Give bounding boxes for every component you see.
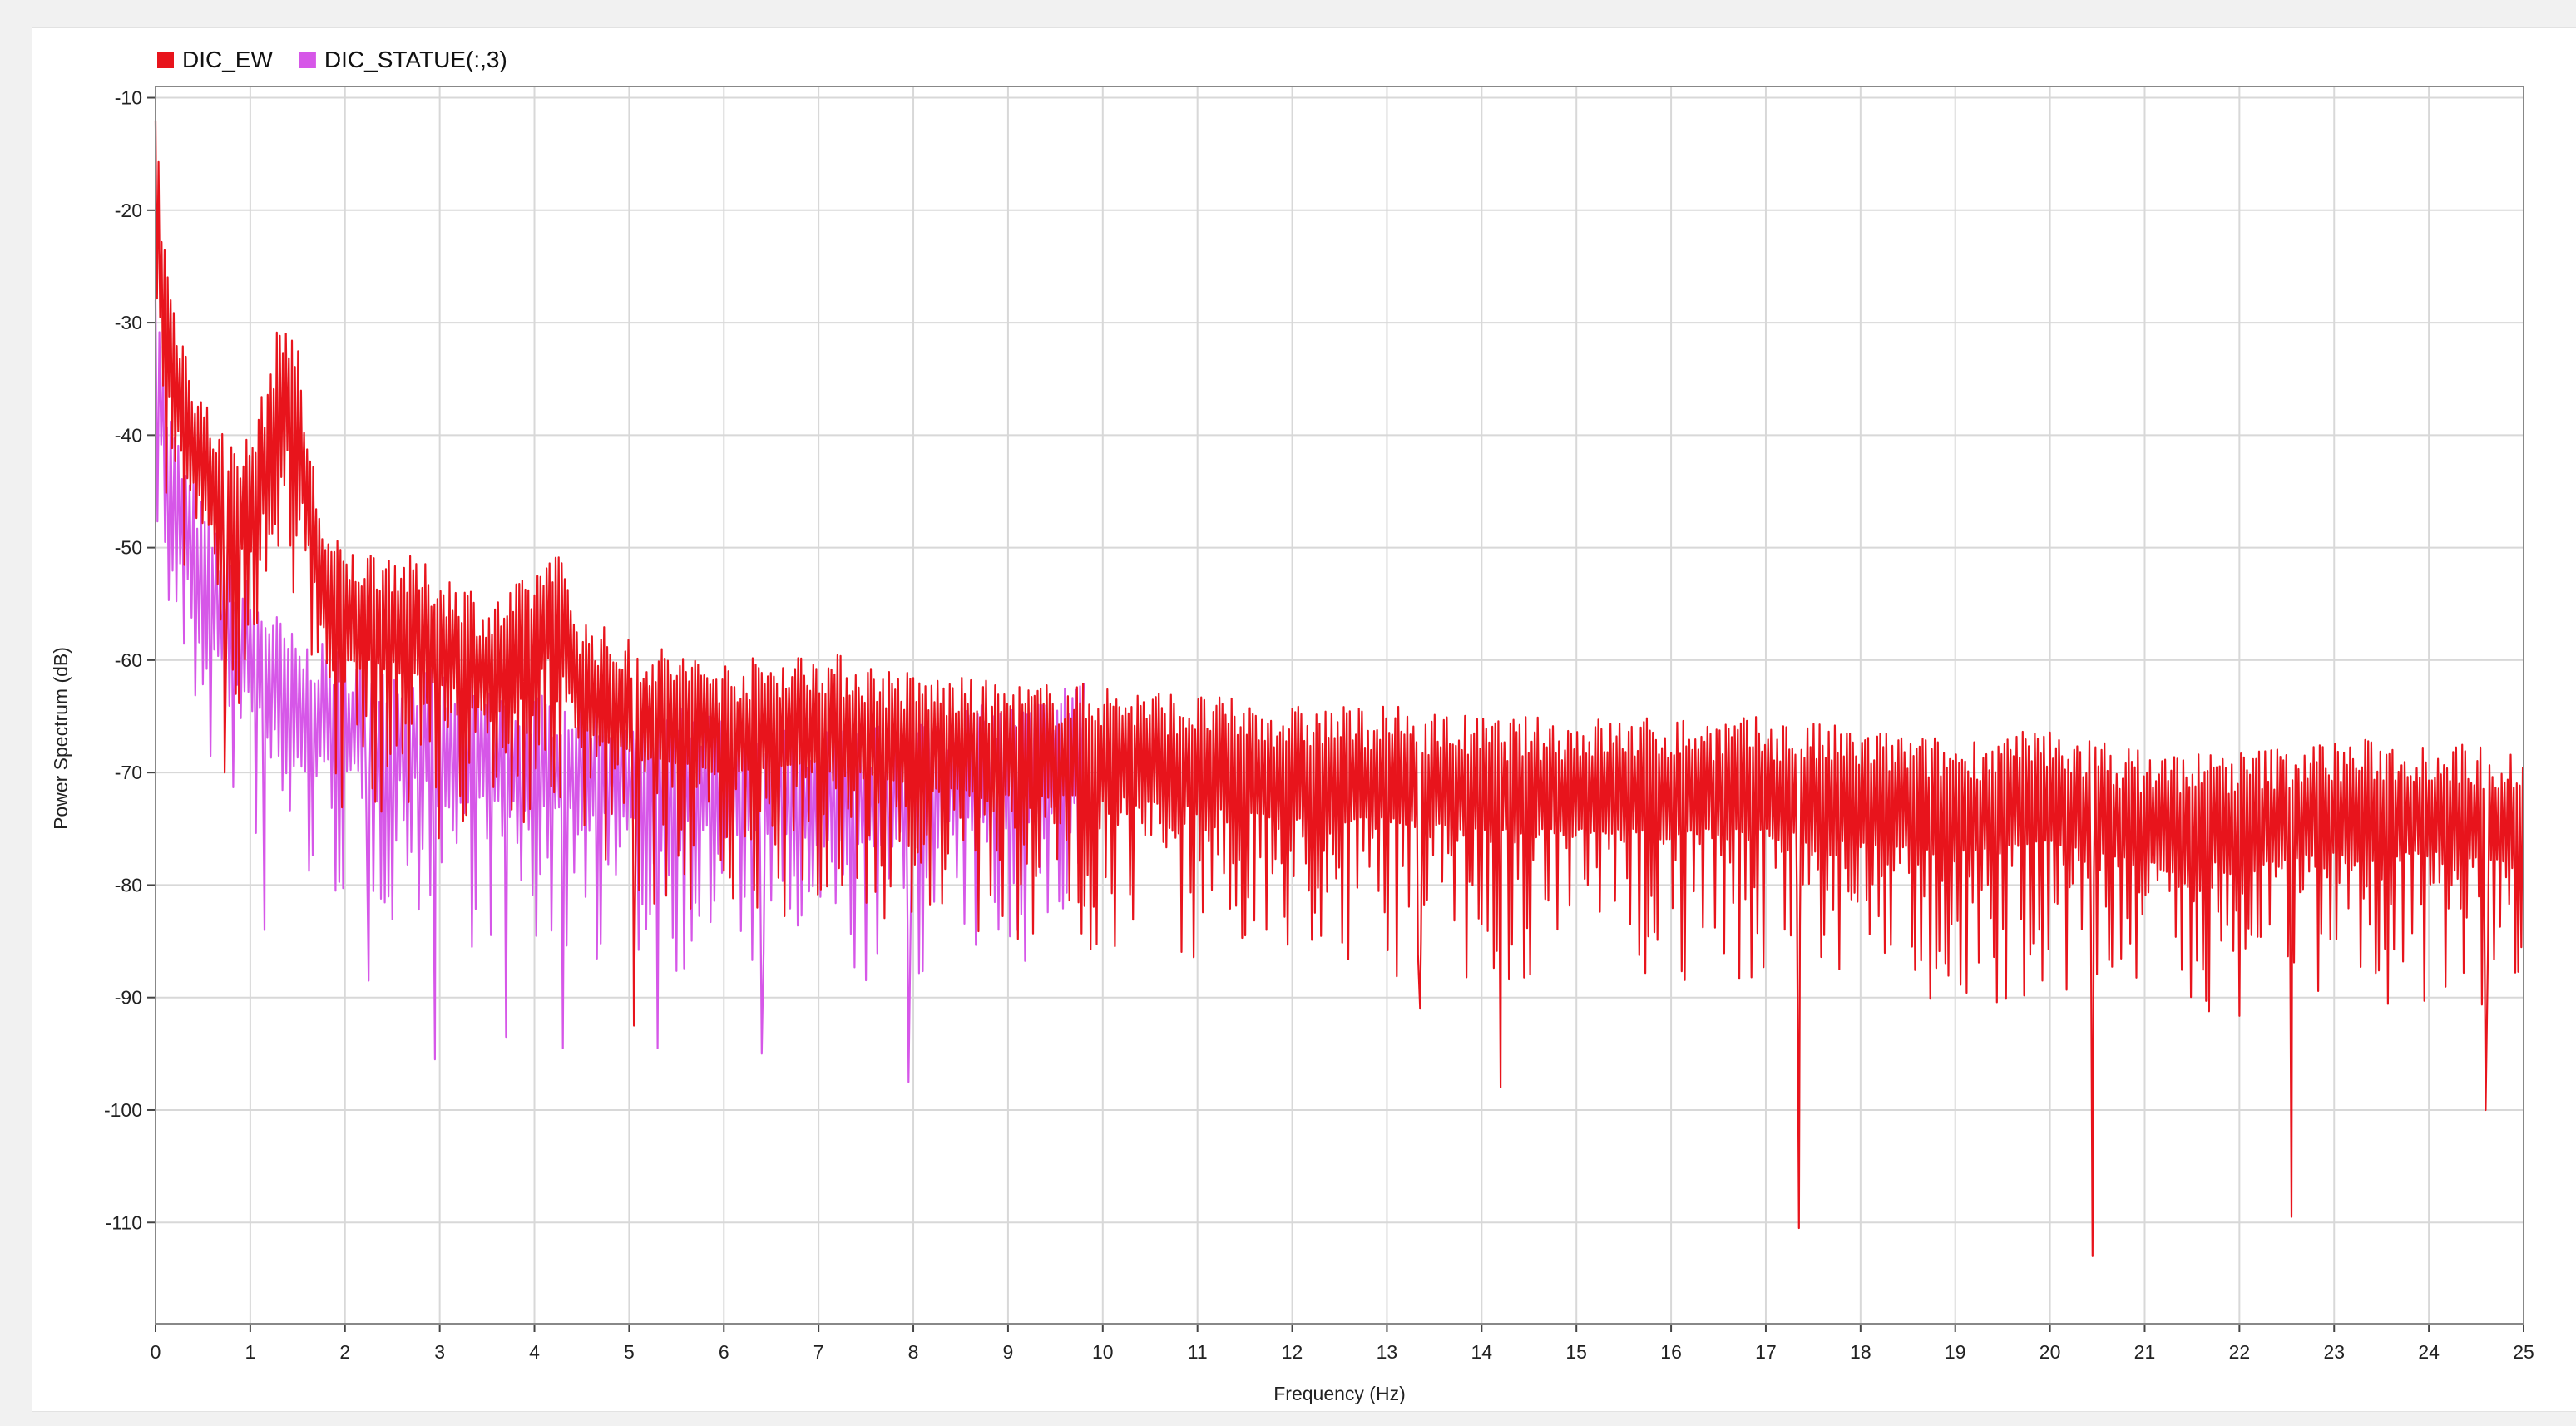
x-tick-label: 7	[813, 1341, 824, 1363]
x-tick-label: 8	[908, 1341, 919, 1363]
y-tick-label: -70	[115, 762, 142, 783]
x-tick-label: 24	[2418, 1341, 2440, 1363]
x-tick-label: 19	[1945, 1341, 1966, 1363]
legend-swatch	[157, 52, 174, 68]
x-tick-label: 20	[2040, 1341, 2061, 1363]
grid-layer	[155, 86, 2524, 1324]
x-tick-label: 2	[339, 1341, 350, 1363]
y-axis-title: Power Spectrum (dB)	[50, 647, 72, 830]
x-tick-label: 23	[2323, 1341, 2345, 1363]
y-tick-label: -100	[104, 1099, 142, 1121]
x-tick-label: 13	[1377, 1341, 1398, 1363]
x-tick-label: 17	[1755, 1341, 1777, 1363]
y-tick-label: -40	[115, 424, 142, 446]
y-tick-label: -110	[106, 1211, 142, 1233]
chart-panel: 0 1 2 3 4 5 6 7 8 9 10 11 12 13 14 15 16 17 18 19 20 21 22 23 24…	[32, 27, 2576, 1412]
y-tick-label: -90	[115, 987, 142, 1009]
x-tick-label: 9	[1003, 1341, 1014, 1363]
x-tick-label: 25	[2513, 1341, 2534, 1363]
axis-layer: 0 1 2 3 4 5 6 7 8 9 10 11 12 13 14 15 16 17 18 19 20 21 22 23 24…	[104, 86, 2534, 1363]
x-tick-label: 15	[1565, 1341, 1587, 1363]
legend-label: DIC_STATUE(:,3)	[324, 47, 507, 72]
x-axis-title: Frequency (Hz)	[1273, 1383, 1405, 1404]
x-tick-label: 0	[151, 1341, 161, 1363]
x-tick-label: 22	[2229, 1341, 2251, 1363]
power-spectrum-chart: 0 1 2 3 4 5 6 7 8 9 10 11 12 13 14 15 16 17 18 19 20 21 22 23 24…	[50, 47, 2534, 1404]
y-tick-label: -80	[115, 874, 142, 896]
legend: DIC_EW DIC_STATUE(:,3)	[157, 47, 507, 72]
y-tick-label: -50	[115, 537, 142, 559]
x-tick-label: 12	[1282, 1341, 1303, 1363]
series-line-dic-ew	[154, 120, 2524, 1257]
x-tick-label: 5	[624, 1341, 635, 1363]
x-tick-label: 18	[1850, 1341, 1871, 1363]
x-tick-label: 11	[1188, 1341, 1208, 1363]
x-tick-label: 6	[719, 1341, 729, 1363]
x-tick-label: 16	[1660, 1341, 1682, 1363]
y-tick-label: -20	[115, 200, 142, 221]
x-tick-label: 14	[1471, 1341, 1493, 1363]
x-tick-label: 1	[245, 1341, 255, 1363]
x-tick-label: 10	[1092, 1341, 1114, 1363]
series-layer	[154, 120, 2524, 1257]
plot-frame	[155, 86, 2524, 1325]
x-tick-label: 21	[2134, 1341, 2156, 1363]
y-tick-label: -30	[115, 312, 142, 333]
y-tick-label: -10	[115, 87, 142, 109]
y-tick-label: -60	[115, 649, 142, 671]
x-tick-label: 3	[434, 1341, 445, 1363]
legend-swatch	[299, 52, 316, 68]
legend-label: DIC_EW	[182, 47, 273, 72]
x-tick-label: 4	[529, 1341, 540, 1363]
